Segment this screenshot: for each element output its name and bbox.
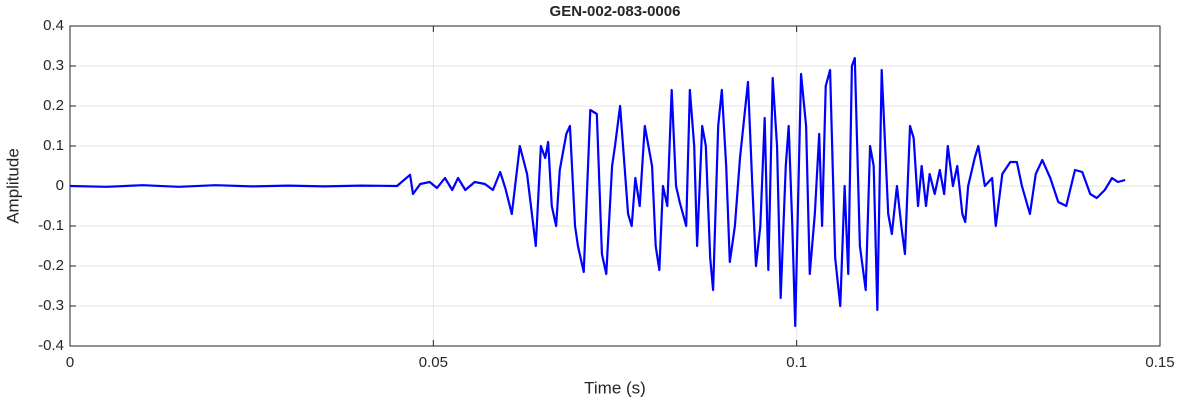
y-tick-label: 0.2 — [43, 97, 64, 114]
y-tick-label: 0 — [56, 177, 64, 194]
x-tick-label: 0.15 — [1145, 354, 1174, 371]
x-tick-label: 0 — [66, 354, 74, 371]
y-tick-label: -0.3 — [38, 297, 64, 314]
waveform-line — [69, 56, 1126, 328]
chart-title: GEN-002-083-0006 — [550, 3, 681, 20]
y-tick-label: -0.1 — [38, 217, 64, 234]
y-tick-label: 0.4 — [43, 17, 64, 34]
y-tick-label: 0.1 — [43, 137, 64, 154]
y-axis-label: Amplitude — [3, 148, 22, 224]
x-tick-label: 0.1 — [786, 354, 807, 371]
x-axis-label: Time (s) — [584, 378, 646, 397]
y-tick-label: -0.4 — [38, 337, 64, 354]
x-tick-label: 0.05 — [419, 354, 448, 371]
y-tick-label: 0.3 — [43, 57, 64, 74]
y-tick-label: -0.2 — [38, 257, 64, 274]
